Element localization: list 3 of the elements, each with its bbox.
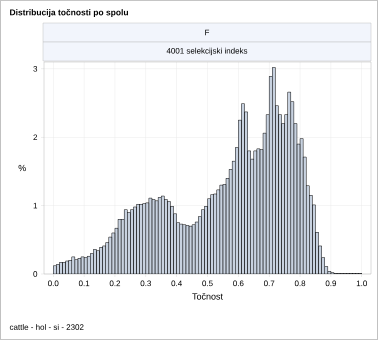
x-axis-title: Točnost	[192, 293, 223, 300]
chart-title: Distribucija točnosti po spolu	[10, 8, 128, 18]
y-axis-title: %	[18, 164, 26, 172]
